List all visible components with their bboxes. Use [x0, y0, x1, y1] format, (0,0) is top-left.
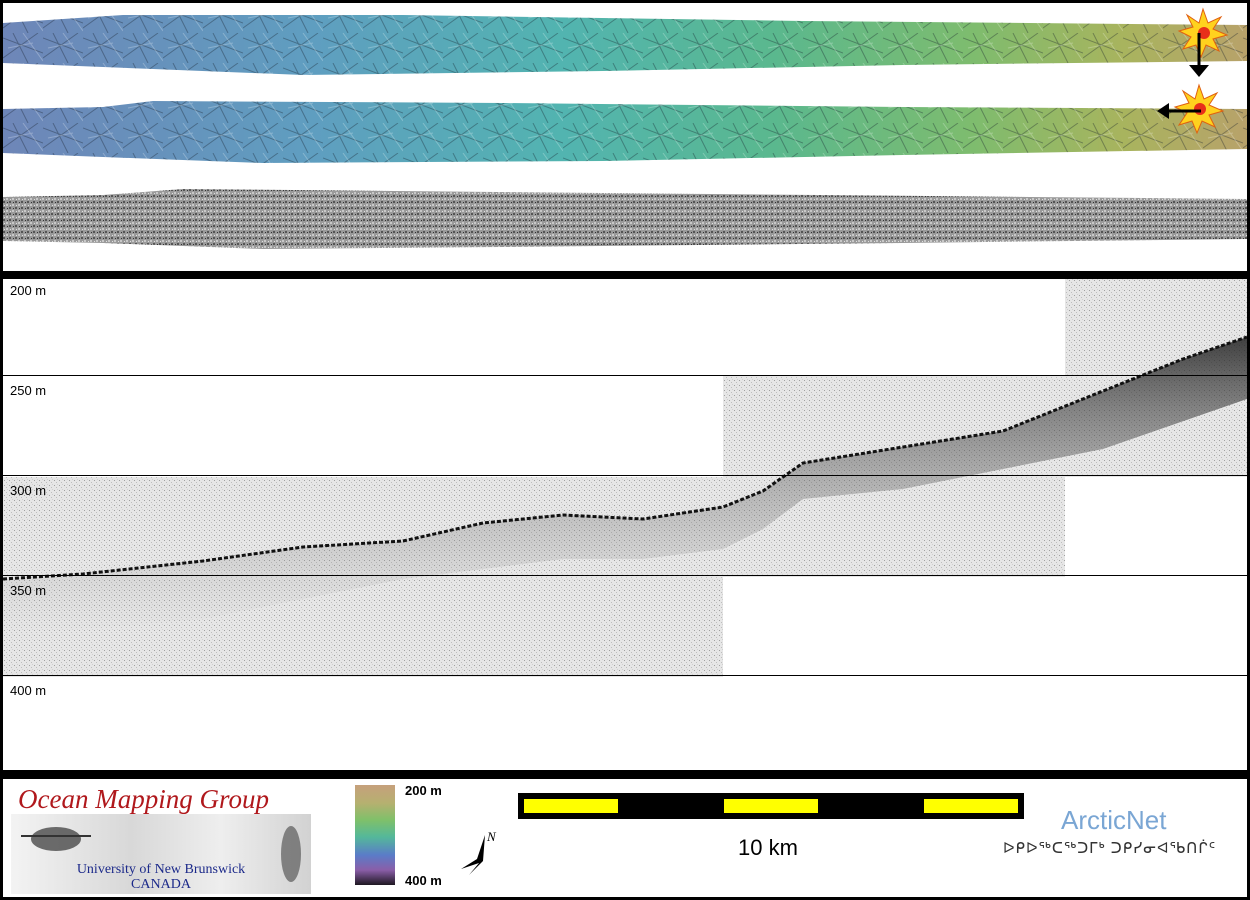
north-label: N: [486, 829, 497, 844]
logo-graphic: [21, 826, 301, 882]
north-arrow-icon: N: [461, 829, 497, 875]
scale-segment: [524, 799, 618, 813]
logo-subtitle: University of New Brunswick: [76, 862, 246, 877]
scale-bar: [518, 793, 1024, 819]
colorbar-bottom-label: 400 m: [405, 873, 442, 888]
seabed-line: [3, 335, 1247, 581]
depth-label: 300 m: [10, 483, 47, 498]
depth-colorbar: [355, 785, 395, 885]
logo-country: CANADA: [131, 877, 191, 892]
arrow-down-icon: [1189, 33, 1209, 77]
depth-profile-panel: 200 m 250 m 300 m 350 m 400 m: [3, 279, 1247, 770]
seabed-reflector: [3, 337, 1247, 635]
backscatter-strip: [3, 189, 1247, 249]
colorbar-top-label: 200 m: [405, 783, 442, 798]
sub-bottom-profile: [3, 279, 1247, 677]
scale-segment: [924, 799, 1018, 813]
scale-segment: [724, 799, 818, 813]
arcticnet-syllabics: ᐅᑭᐅᖅᑕᖅᑐᒥᒃ ᑐᑭᓯᓂᐊᖃᑎᒌᑦ: [1003, 840, 1217, 857]
legend-panel: Ocean Mapping Group University of New Br…: [3, 779, 1247, 897]
depth-label: 400 m: [10, 683, 47, 698]
bathymetry-strip-2: [3, 101, 1247, 163]
scale-label: 10 km: [738, 835, 798, 860]
depth-gridline: [3, 575, 1247, 576]
logo-title: Ocean Mapping Group: [18, 784, 269, 814]
depth-gridline: [3, 475, 1247, 476]
bathymetry-strip-1: [3, 15, 1247, 75]
depth-gridline: [3, 375, 1247, 376]
depth-label: 350 m: [10, 583, 47, 598]
depth-gridline: [3, 675, 1247, 676]
arrow-left-icon: [1157, 103, 1201, 119]
depth-label: 250 m: [10, 383, 47, 398]
swath-strips: [3, 7, 1247, 249]
ocean-mapping-logo: University of New Brunswick CANADA: [11, 814, 311, 894]
depth-label: 200 m: [10, 283, 47, 298]
arcticnet-logo: ArcticNet: [1061, 805, 1167, 835]
illumination-sun-icon: [1177, 7, 1229, 59]
swath-panel: [3, 3, 1247, 271]
